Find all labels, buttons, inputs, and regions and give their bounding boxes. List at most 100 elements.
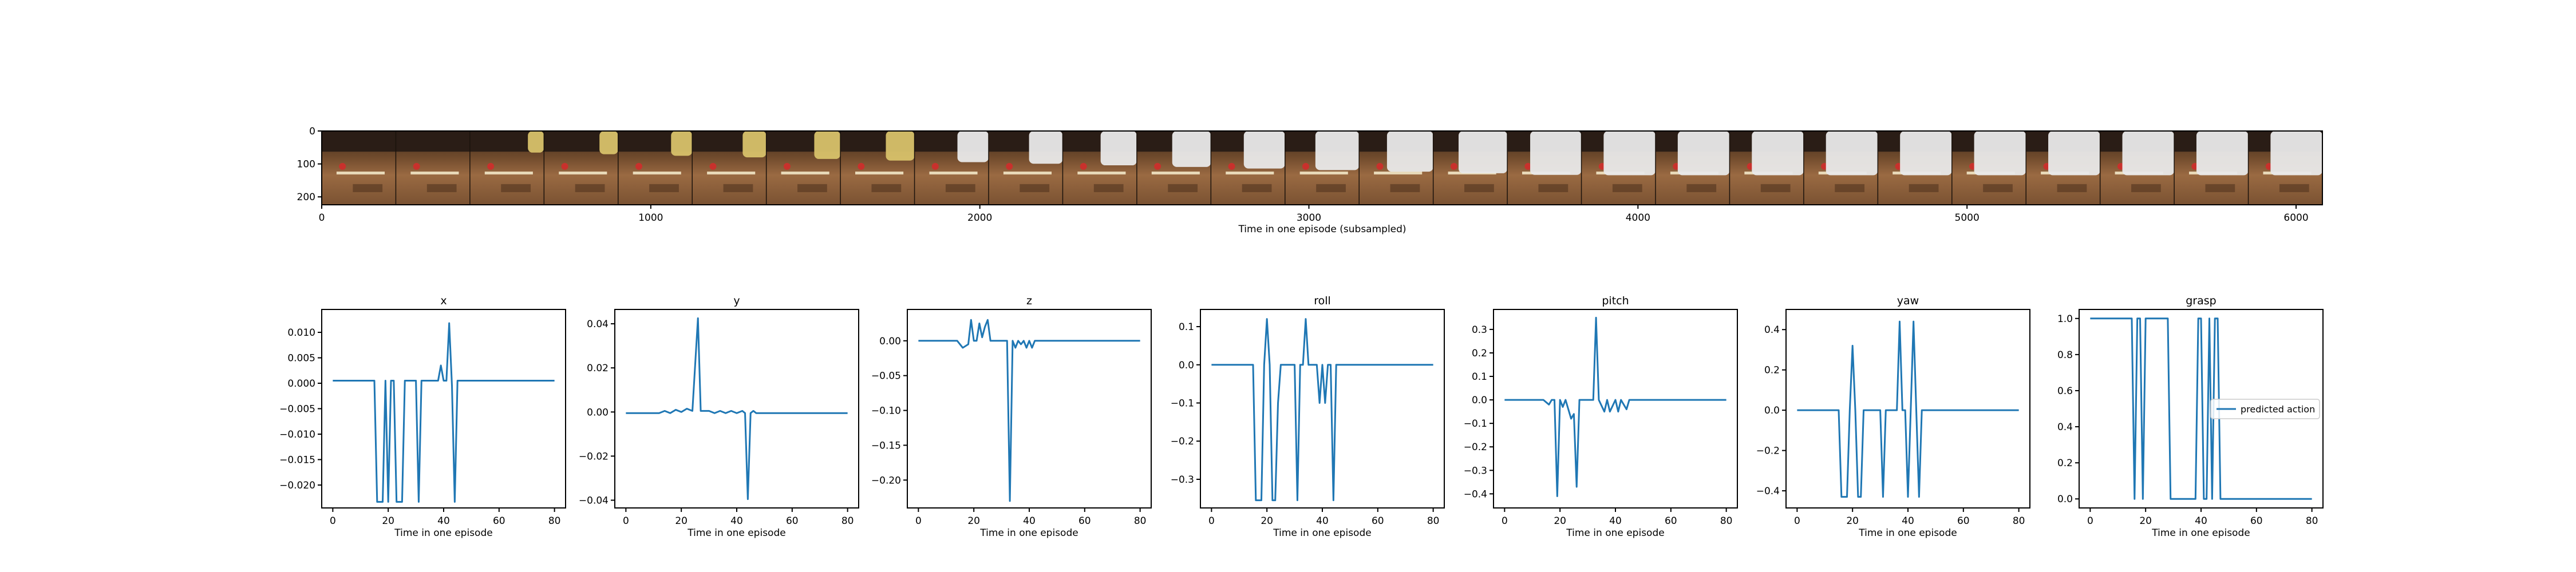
subplot-xlabel: Time in one episode — [1273, 527, 1371, 539]
frame-drawer-handle — [2057, 184, 2087, 192]
subplot-frame — [1493, 309, 1738, 509]
frame-table-edge — [1003, 171, 1052, 174]
frame-red-object — [413, 162, 420, 170]
frame-robot-arm — [1029, 131, 1063, 164]
subplot-title: pitch — [1602, 295, 1629, 307]
frame-drawer-handle — [797, 184, 827, 192]
frame-drawer-handle — [2131, 184, 2161, 192]
y-tick-label: 0.1 — [1179, 321, 1194, 333]
x-tick-label: 20 — [382, 515, 394, 527]
y-tick-label: 0.000 — [287, 378, 315, 390]
subplot-xlabel: Time in one episode — [394, 527, 492, 539]
y-tick-label: 0.6 — [2057, 386, 2073, 397]
x-tick-label: 40 — [437, 515, 450, 527]
subplot-xlabel: Time in one episode — [979, 527, 1078, 539]
y-tick-label: 0.0 — [1764, 405, 1780, 416]
subplot-z: z 0 20 40 60 80 0.00 −0.05 −0.10 −0.15 −0.20 Time… — [871, 295, 1152, 539]
y-tick-label: −0.4 — [1756, 486, 1780, 497]
x-tick-label: 40 — [1316, 515, 1329, 527]
y-tick-label: 0.3 — [1472, 324, 1487, 336]
x-tick-label: 0 — [1794, 515, 1800, 527]
y-tick-label: −0.4 — [1464, 488, 1487, 500]
subplot-roll: roll 0 20 40 60 80 0.1 0.0 −0.1 −0.2 −0.3 Time in… — [1171, 295, 1445, 539]
x-tick-label: 40 — [730, 515, 743, 527]
frame-red-object — [339, 162, 346, 170]
frame-drawer-handle — [1464, 184, 1494, 192]
x-tick-label: 80 — [1427, 515, 1440, 527]
frame-red-object — [1376, 162, 1384, 170]
y-tick-label: −0.05 — [871, 371, 901, 382]
y-tick-label: 0.010 — [287, 327, 315, 339]
frame-red-object — [709, 162, 717, 170]
x-tick-label: 1000 — [638, 212, 663, 224]
frame-robot-arm — [1243, 131, 1285, 169]
frame-robot-arm — [1386, 131, 1433, 172]
x-tick-label: 0 — [915, 515, 922, 527]
subplot-title: grasp — [2186, 295, 2216, 307]
frame-robot-arm — [2048, 131, 2100, 176]
frame-robot-arm — [671, 131, 693, 156]
filmstrip-frames — [321, 131, 2322, 205]
y-tick-label: 0.0 — [1472, 395, 1487, 406]
y-tick-label: 0.02 — [587, 363, 609, 374]
frame-robot-arm — [1315, 131, 1360, 170]
filmstrip-frame — [1951, 131, 2026, 205]
frame-drawer-handle — [1093, 184, 1124, 192]
y-tick-label: 200 — [297, 192, 315, 203]
filmstrip-frame — [543, 131, 618, 205]
frame-robot-arm — [886, 131, 915, 161]
series-line — [918, 319, 1140, 502]
subplot-plot-area: 0 20 40 60 80 0.1 0.0 −0.1 −0.2 −0.3 — [1171, 318, 1440, 527]
x-tick-label: 40 — [2195, 515, 2207, 527]
frame-drawer-handle — [945, 184, 975, 192]
frame-table-edge — [781, 171, 829, 174]
x-tick-label: 0 — [2087, 515, 2093, 527]
filmstrip-frame — [1507, 131, 1582, 205]
y-tick-label: 0.2 — [1472, 348, 1487, 359]
frame-drawer-handle — [1760, 184, 1791, 192]
subplot-plot-area: 0 20 40 60 80 0.010 0.005 0.000 −0.005 −0.010 −0.0… — [279, 322, 560, 527]
y-tick-label: −0.02 — [579, 451, 609, 462]
frame-red-object — [1302, 162, 1310, 170]
x-tick-label: 6000 — [2283, 212, 2308, 224]
frame-robot-arm — [1677, 131, 1730, 176]
subplot-frame — [321, 309, 566, 509]
frame-robot-arm — [742, 131, 767, 158]
frame-drawer-handle — [575, 184, 605, 192]
subplot-title: y — [733, 295, 740, 307]
frame-robot-arm — [1826, 131, 1878, 176]
subplot-plot-area: 0 20 40 60 80 0.00 −0.05 −0.10 −0.15 −0.20 — [871, 319, 1146, 527]
x-tick-label: 80 — [2306, 515, 2318, 527]
frame-table-edge — [707, 171, 756, 174]
legend-box — [2210, 399, 2320, 419]
frame-drawer-handle — [501, 184, 531, 192]
frame-red-object — [1228, 162, 1235, 170]
x-tick-label: 0 — [330, 515, 336, 527]
legend-label: predicted action — [2241, 404, 2315, 415]
frame-drawer-handle — [1612, 184, 1642, 192]
filmstrip-frame — [2099, 131, 2175, 205]
filmstrip-frame — [765, 131, 841, 205]
x-tick-label: 60 — [1372, 515, 1384, 527]
x-tick-label: 60 — [2250, 515, 2263, 527]
y-tick-label: −0.20 — [871, 475, 901, 486]
frame-drawer-handle — [1020, 184, 1050, 192]
frame-red-object — [487, 162, 495, 170]
subplot-frame — [1200, 309, 1445, 509]
series-line — [626, 317, 848, 500]
x-tick-label: 40 — [1902, 515, 1914, 527]
x-tick-label: 0 — [1502, 515, 1508, 527]
x-tick-label: 80 — [841, 515, 854, 527]
subplot-yaw: yaw 0 20 40 60 80 0.4 0.2 0.0 −0.2 −0.4 Time in o… — [1756, 295, 2030, 539]
frame-red-object — [561, 162, 568, 170]
y-tick-label: −0.020 — [279, 480, 315, 491]
y-tick-label: 0.00 — [879, 336, 901, 347]
filmstrip-frame — [1358, 131, 1433, 205]
filmstrip-frame — [2025, 131, 2100, 205]
x-tick-label: 80 — [1720, 515, 1733, 527]
frame-red-object — [1450, 162, 1457, 170]
x-tick-label: 60 — [1665, 515, 1677, 527]
frame-drawer-handle — [1390, 184, 1420, 192]
frame-red-object — [1006, 162, 1013, 170]
